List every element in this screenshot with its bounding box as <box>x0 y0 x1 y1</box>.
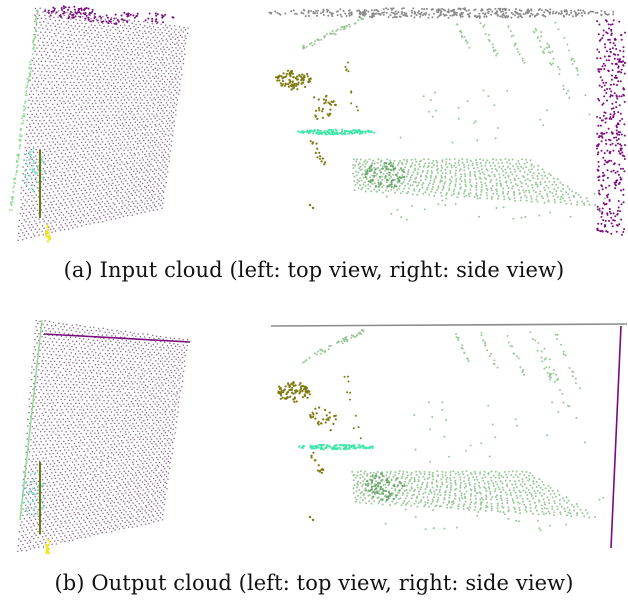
olive-cluster-points <box>277 376 361 474</box>
right-wall-points <box>611 326 621 548</box>
caption-b: (b) Output cloud (left: top view, right:… <box>0 571 628 595</box>
top-band-points <box>269 7 615 19</box>
upper-ground-points <box>302 329 581 407</box>
right-wall-points <box>596 19 626 236</box>
lower-ground-points <box>351 470 604 531</box>
scattered-points <box>309 90 591 210</box>
roof-edge-points <box>44 334 190 342</box>
input-side-view <box>265 0 628 248</box>
output-top-view <box>0 312 220 564</box>
mint-strip-points <box>298 444 374 451</box>
caption-a: (a) Input cloud (left: top view, right: … <box>0 258 628 282</box>
lower-ground-points <box>352 158 606 221</box>
output-side-view <box>265 312 628 564</box>
olive-cluster-points <box>275 62 359 166</box>
top-band-points <box>271 324 627 326</box>
input-top-view <box>0 0 220 248</box>
object-points <box>45 539 51 554</box>
building-body-points <box>17 320 189 552</box>
object-points <box>45 225 51 243</box>
mint-strip-points <box>297 129 375 136</box>
upper-ground-points <box>302 15 579 99</box>
building-body-points <box>18 7 189 241</box>
